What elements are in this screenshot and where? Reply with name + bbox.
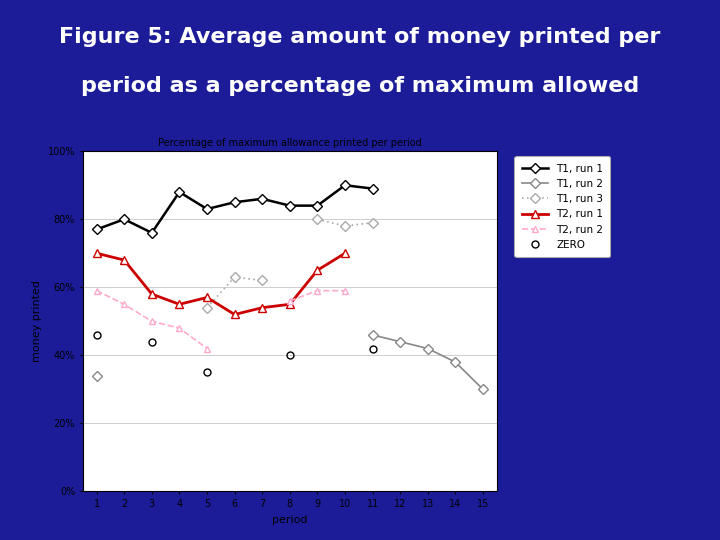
Line: T2, run 1: T2, run 1 — [92, 249, 349, 319]
T2, run 2 — [148, 318, 156, 325]
T1, run 3 — [203, 305, 212, 311]
Text: Figure 5: Average amount of money printed per: Figure 5: Average amount of money printe… — [59, 27, 661, 47]
T2, run 1 — [285, 301, 294, 307]
T1, run 1 — [258, 195, 266, 202]
T2, run 2 — [92, 287, 101, 294]
T2, run 1 — [313, 267, 322, 273]
Y-axis label: money printed: money printed — [32, 280, 42, 362]
ZERO — [92, 332, 101, 338]
T2, run 1 — [230, 311, 239, 318]
T2, run 1 — [341, 250, 349, 256]
T2, run 2 — [203, 345, 212, 352]
Legend: T1, run 1, T1, run 2, T1, run 3, T2, run 1, T2, run 2, ZERO: T1, run 1, T1, run 2, T1, run 3, T2, run… — [514, 157, 611, 257]
X-axis label: period: period — [272, 515, 307, 524]
ZERO — [203, 369, 212, 376]
T2, run 2 — [120, 301, 128, 307]
T2, run 1 — [203, 294, 212, 301]
T1, run 1 — [120, 216, 128, 222]
ZERO — [285, 352, 294, 359]
Text: period as a percentage of maximum allowed: period as a percentage of maximum allowe… — [81, 76, 639, 96]
T1, run 3 — [230, 274, 239, 280]
T2, run 1 — [175, 301, 184, 307]
Line: ZERO: ZERO — [93, 332, 376, 376]
Line: T1, run 3: T1, run 3 — [204, 274, 266, 311]
T1, run 1 — [230, 199, 239, 205]
T1, run 1 — [203, 206, 212, 212]
T1, run 1 — [92, 226, 101, 233]
T1, run 3 — [258, 277, 266, 284]
T1, run 1 — [313, 202, 322, 209]
T1, run 1 — [148, 230, 156, 236]
Title: Percentage of maximum allowance printed per period: Percentage of maximum allowance printed … — [158, 138, 422, 147]
T2, run 1 — [258, 305, 266, 311]
ZERO — [368, 345, 377, 352]
Line: T1, run 1: T1, run 1 — [93, 182, 376, 237]
T1, run 1 — [341, 182, 349, 188]
T2, run 1 — [148, 291, 156, 298]
T2, run 2 — [175, 325, 184, 332]
Line: T2, run 2: T2, run 2 — [93, 287, 210, 352]
T1, run 1 — [175, 189, 184, 195]
ZERO — [148, 339, 156, 345]
T2, run 1 — [120, 257, 128, 264]
T1, run 1 — [368, 185, 377, 192]
T1, run 1 — [285, 202, 294, 209]
T2, run 1 — [92, 250, 101, 256]
